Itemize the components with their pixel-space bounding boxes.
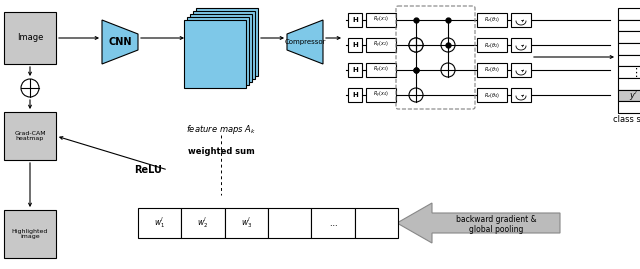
Text: backward gradient &: backward gradient &: [456, 214, 536, 224]
Circle shape: [21, 79, 39, 97]
Bar: [187, 17, 249, 85]
Text: class scores: class scores: [612, 115, 640, 125]
Text: $R_y(x_1)$: $R_y(x_1)$: [373, 15, 389, 25]
Bar: [4, 210, 56, 258]
Text: $\vdots$: $\vdots$: [630, 66, 638, 79]
Bar: [366, 13, 396, 27]
Text: H: H: [352, 67, 358, 73]
Bar: [618, 78, 640, 90]
Bar: [4, 12, 56, 64]
Bar: [366, 63, 396, 77]
Text: Grad-CAM
heatmap: Grad-CAM heatmap: [14, 131, 46, 141]
Text: $R_z(\theta_2)$: $R_z(\theta_2)$: [484, 41, 500, 49]
Bar: [355, 208, 398, 238]
Bar: [511, 88, 531, 102]
Bar: [618, 8, 640, 20]
Text: $w_3^l$: $w_3^l$: [241, 215, 252, 231]
Text: $R_y(x_2)$: $R_y(x_2)$: [373, 40, 389, 50]
Bar: [511, 63, 531, 77]
Text: Compressor: Compressor: [284, 39, 326, 45]
Circle shape: [409, 88, 423, 102]
Circle shape: [409, 38, 423, 52]
Bar: [477, 38, 507, 52]
Bar: [348, 38, 362, 52]
Bar: [477, 13, 507, 27]
Text: $R_z(\theta_1)$: $R_z(\theta_1)$: [484, 16, 500, 24]
Bar: [618, 43, 640, 55]
Text: ReLU: ReLU: [134, 165, 162, 175]
Polygon shape: [287, 20, 323, 64]
Bar: [477, 63, 507, 77]
Bar: [225, 208, 268, 238]
Text: $R_z(\theta_3)$: $R_z(\theta_3)$: [484, 65, 500, 75]
Text: Image: Image: [17, 34, 43, 43]
Bar: [348, 63, 362, 77]
Bar: [366, 88, 396, 102]
Text: $w_2^l$: $w_2^l$: [197, 215, 209, 231]
Text: CNN: CNN: [108, 37, 132, 47]
Bar: [4, 112, 56, 160]
Bar: [618, 31, 640, 43]
Bar: [511, 13, 531, 27]
Text: global pooling: global pooling: [469, 225, 523, 235]
Bar: [477, 88, 507, 102]
Bar: [193, 11, 255, 79]
Text: $R_z(\theta_4)$: $R_z(\theta_4)$: [484, 90, 500, 100]
Circle shape: [441, 63, 455, 77]
Text: feature maps $A_k$: feature maps $A_k$: [186, 123, 256, 136]
Bar: [190, 14, 252, 82]
Text: H: H: [352, 17, 358, 23]
Bar: [511, 38, 531, 52]
Text: H: H: [352, 42, 358, 48]
Text: $\cdots$: $\cdots$: [329, 218, 337, 228]
Text: H: H: [352, 92, 358, 98]
Bar: [618, 20, 640, 31]
Circle shape: [409, 38, 423, 52]
Text: Highlighted
image: Highlighted image: [12, 229, 48, 239]
Bar: [138, 208, 181, 238]
Bar: [366, 38, 396, 52]
Bar: [184, 20, 246, 88]
Bar: [348, 13, 362, 27]
Text: $w_1^l$: $w_1^l$: [154, 215, 165, 231]
Bar: [618, 90, 640, 101]
Bar: [196, 8, 258, 76]
Bar: [181, 208, 225, 238]
Bar: [348, 88, 362, 102]
Bar: [268, 208, 311, 238]
Text: $y'$: $y'$: [630, 89, 639, 102]
Text: weighted sum: weighted sum: [188, 147, 254, 157]
Polygon shape: [102, 20, 138, 64]
Text: $R_y(x_3)$: $R_y(x_3)$: [373, 65, 389, 75]
Text: $R_y(x_4)$: $R_y(x_4)$: [373, 90, 389, 100]
Bar: [618, 66, 640, 78]
Polygon shape: [397, 203, 560, 243]
Bar: [618, 101, 640, 113]
Bar: [618, 55, 640, 66]
Circle shape: [441, 38, 455, 52]
Bar: [311, 208, 355, 238]
